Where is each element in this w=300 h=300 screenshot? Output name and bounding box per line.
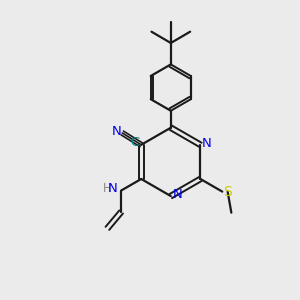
Text: C: C [131, 136, 140, 149]
Text: N: N [202, 137, 212, 150]
Text: N: N [112, 125, 122, 138]
Text: S: S [223, 184, 232, 199]
Text: H: H [103, 182, 112, 195]
Text: N: N [107, 182, 117, 195]
Text: N: N [172, 188, 182, 201]
